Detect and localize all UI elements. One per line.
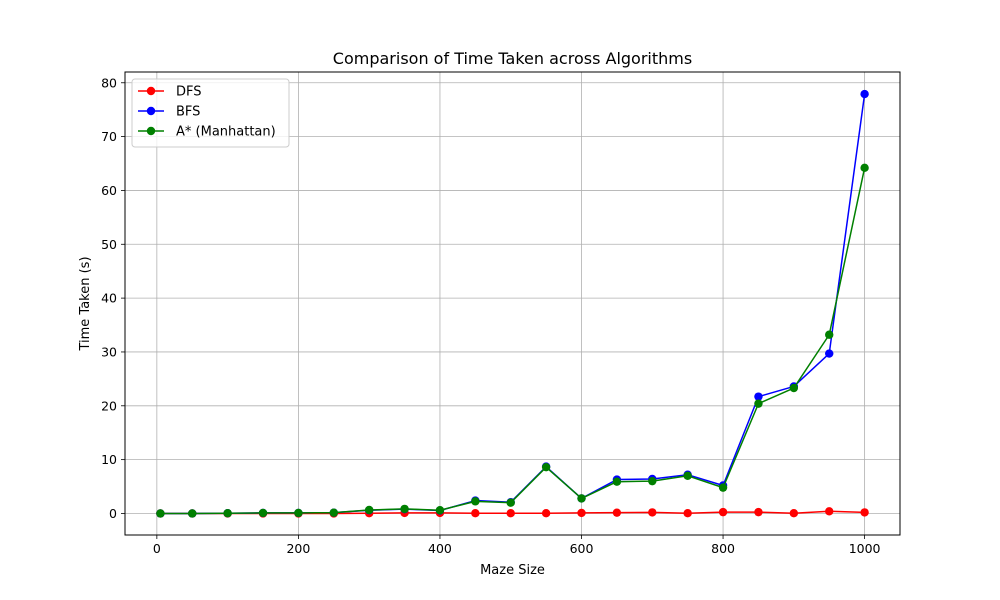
legend-marker: [146, 106, 156, 116]
data-point: [754, 507, 763, 517]
data-point: [541, 509, 551, 518]
data-point: [506, 498, 515, 507]
y-tick-label: 0: [109, 506, 117, 521]
plot-frame: [124, 71, 901, 536]
legend-marker: [146, 86, 156, 96]
tick-layer: 0 200 400 600 800 1000 0 10 20 30 40 50 60 70 80: [101, 75, 880, 556]
x-tick-label: 400: [428, 541, 452, 556]
y-tick-label: 20: [101, 398, 117, 413]
y-tick-label: 60: [101, 183, 117, 198]
data-point: [223, 509, 232, 518]
data-point: [683, 471, 692, 480]
data-point: [258, 508, 268, 518]
data-point: [612, 508, 622, 517]
data-point: [435, 506, 445, 515]
series-layer: [156, 89, 869, 518]
data-point: [541, 462, 551, 472]
y-tick-label: 50: [101, 237, 117, 252]
x-tick-label: 600: [570, 541, 594, 556]
data-point: [683, 509, 692, 518]
y-tick-label: 30: [101, 344, 117, 359]
data-point: [648, 476, 657, 486]
data-point: [294, 508, 303, 518]
legend-box: [131, 78, 290, 148]
data-point: [754, 392, 763, 401]
x-tick-label: 0: [153, 541, 161, 556]
data-point: [754, 399, 763, 408]
x-tick-label: 1000: [849, 541, 881, 556]
data-point: [612, 477, 622, 486]
legend-label: DFS: [176, 85, 202, 100]
data-point: [718, 483, 728, 492]
data-point: [471, 497, 480, 506]
legend: DFS BFS A* (Manhattan): [131, 78, 290, 148]
y-tick-label: 40: [101, 291, 117, 306]
data-point: [825, 507, 834, 516]
x-tick-label: 200: [286, 541, 310, 556]
data-point: [860, 89, 869, 99]
data-point: [329, 508, 338, 517]
data-point: [825, 349, 834, 358]
data-point: [471, 509, 480, 518]
data-point: [860, 163, 869, 173]
grid-layer: [125, 72, 900, 535]
x-tick-label: 800: [711, 541, 735, 556]
data-point: [577, 508, 586, 518]
data-point: [506, 509, 515, 518]
y-tick-label: 10: [101, 452, 117, 467]
data-point: [789, 509, 799, 518]
data-point: [188, 509, 197, 518]
data-point: [400, 504, 409, 514]
data-point: [364, 505, 374, 515]
series-2: [156, 163, 869, 518]
legend-label: A* (Manhattan): [176, 125, 276, 140]
data-point: [156, 509, 165, 518]
chart-title: Comparison of Time Taken across Algorith…: [333, 49, 692, 68]
data-point: [718, 507, 728, 517]
data-point: [860, 508, 869, 517]
y-tick-label: 70: [101, 129, 117, 144]
y-tick-label: 80: [101, 75, 117, 90]
data-point: [825, 330, 834, 339]
x-axis-title: Maze Size: [480, 563, 545, 578]
legend-marker: [146, 126, 156, 136]
y-axis-title: Time Taken (s): [78, 256, 93, 351]
legend-label: BFS: [176, 105, 200, 120]
data-point: [789, 383, 799, 393]
data-point: [577, 494, 586, 503]
legend-entries: DFS BFS A* (Manhattan): [138, 85, 276, 140]
data-point: [648, 508, 657, 517]
